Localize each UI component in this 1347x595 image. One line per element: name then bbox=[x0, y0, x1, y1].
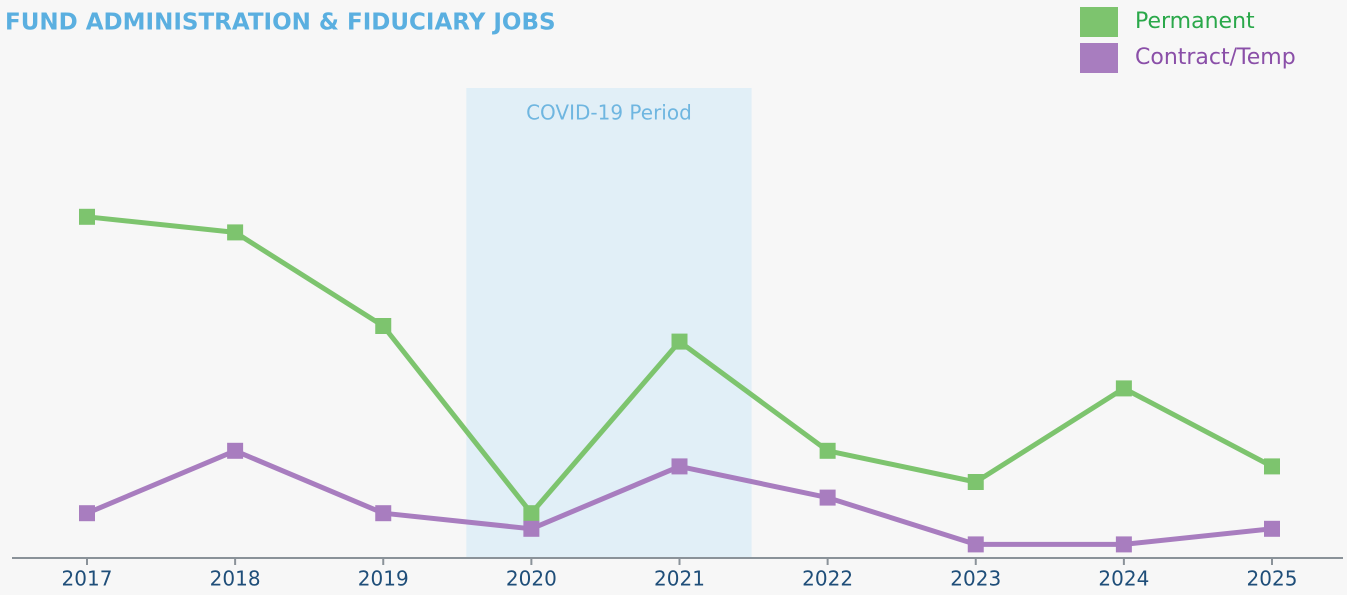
x-tick-label: 2020 bbox=[506, 567, 557, 591]
data-point bbox=[967, 536, 984, 553]
data-point bbox=[819, 442, 836, 459]
data-point bbox=[671, 333, 688, 350]
x-tick-label: 2021 bbox=[654, 567, 705, 591]
data-point bbox=[1264, 458, 1280, 475]
legend-label: Permanent bbox=[1135, 9, 1255, 34]
data-point bbox=[523, 505, 540, 522]
data-point bbox=[79, 208, 95, 225]
x-tick-label: 2019 bbox=[358, 567, 409, 591]
data-point bbox=[1264, 520, 1280, 537]
x-tick-label: 2018 bbox=[210, 567, 261, 591]
legend-swatch bbox=[1080, 43, 1118, 73]
shaded-region-label: COVID-19 Period bbox=[526, 101, 692, 125]
shaded-region bbox=[466, 88, 752, 558]
data-point bbox=[1115, 536, 1132, 553]
x-tick-label: 2022 bbox=[802, 567, 853, 591]
x-tick-label: 2025 bbox=[1247, 567, 1298, 591]
x-tick-label: 2023 bbox=[950, 567, 1001, 591]
legend-swatch bbox=[1080, 7, 1118, 37]
data-point bbox=[967, 474, 984, 490]
data-point bbox=[1115, 380, 1132, 397]
x-tick-label: 2017 bbox=[62, 567, 113, 591]
data-point bbox=[227, 224, 244, 241]
data-point bbox=[227, 442, 244, 459]
data-point bbox=[79, 505, 95, 522]
data-point bbox=[671, 458, 688, 475]
x-tick-label: 2024 bbox=[1098, 567, 1149, 591]
chart-title: FUND ADMINISTRATION & FIDUCIARY JOBS bbox=[5, 10, 556, 36]
data-point bbox=[523, 520, 540, 537]
data-point bbox=[375, 318, 392, 334]
data-point bbox=[819, 489, 836, 506]
legend-label: Contract/Temp bbox=[1135, 45, 1296, 70]
data-point bbox=[375, 505, 392, 522]
